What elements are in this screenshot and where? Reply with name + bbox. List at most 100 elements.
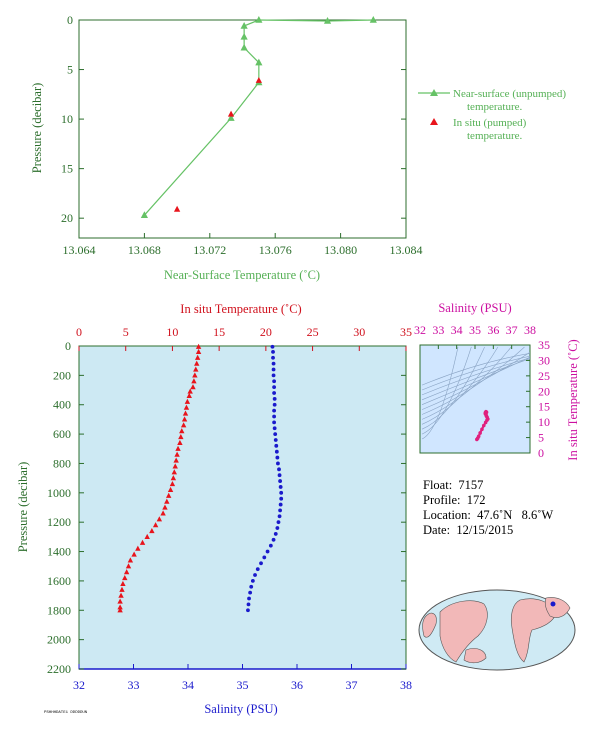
temperature-point — [144, 533, 150, 539]
unpumped-temperature-point — [240, 43, 248, 51]
salinity-point — [273, 432, 278, 436]
ts-temperature-tick-label: 15 — [538, 400, 550, 414]
temp-tick-label: 30 — [353, 325, 365, 339]
legend-pumped-marker — [430, 118, 438, 125]
ts-temperature-tick-label: 30 — [538, 353, 550, 367]
temperature-point — [179, 428, 185, 434]
ts-salinity-tick-label: 35 — [469, 323, 481, 337]
temperature-point — [194, 360, 200, 366]
density-contour — [421, 355, 530, 391]
salinity-point — [277, 467, 281, 472]
salinity-point — [272, 379, 277, 384]
temperature-point — [191, 378, 197, 384]
top-x-tick-label: 13.072 — [193, 243, 226, 257]
salinity-point — [273, 532, 278, 536]
temperature-point — [173, 457, 179, 463]
ts-temperature-tick-label: 20 — [538, 384, 550, 398]
ts-point — [482, 423, 486, 428]
salinity-point — [278, 502, 283, 507]
salinity-point — [271, 537, 276, 542]
main-temp-ticks: 0 5 10 15 20 25 30 35 — [76, 325, 412, 351]
temperature-point — [187, 388, 193, 394]
salinity-point — [253, 573, 257, 577]
pressure-tick-label: 1000 — [47, 486, 71, 500]
pressure-tick-label: 600 — [53, 427, 71, 441]
pumped-temperature-point — [227, 110, 235, 117]
salinity-point — [275, 455, 280, 460]
pressure-tick-label: 0 — [65, 339, 71, 353]
top-x-tick-label: 13.084 — [390, 243, 423, 257]
salinity-point — [272, 402, 277, 407]
temperature-point — [195, 343, 202, 349]
temperature-point — [181, 416, 188, 422]
temperature-point — [195, 348, 202, 354]
salinity-point — [270, 344, 275, 349]
temp-tick-label: 25 — [307, 325, 319, 339]
pressure-tick-label: 200 — [53, 368, 71, 382]
temperature-point — [164, 498, 170, 504]
ts-salinity-ticks: 32 33 34 35 36 37 38 — [414, 323, 536, 349]
main-panel: In situ Temperature (˚C) 0 5 10 15 20 25 30 35 … — [16, 302, 412, 716]
pressure-tick-label: 1400 — [47, 545, 71, 559]
temperature-point — [177, 439, 183, 445]
ts-salinity-tick-label: 38 — [524, 323, 536, 337]
salinity-point — [277, 473, 282, 478]
unpumped-temperature-point — [323, 16, 332, 24]
unpumped-temperature-point — [240, 32, 248, 40]
temperature-point — [119, 586, 125, 592]
main-plot-frame — [78, 345, 407, 670]
ts-point — [476, 434, 481, 439]
top-y-tick-label: 0 — [67, 13, 73, 27]
pumped-temperature-point — [173, 205, 181, 212]
salinity-point — [262, 555, 267, 560]
temperature-point — [170, 475, 177, 481]
map-float-location-marker — [550, 601, 556, 607]
salinity-tick-label: 36 — [291, 678, 303, 692]
temperature-point — [135, 545, 141, 551]
salinity-point — [277, 514, 282, 519]
map-landmass-asia — [439, 600, 488, 663]
ts-temperature-tick-label: 10 — [538, 415, 550, 429]
top-panel: 13.064 13.068 13.072 13.076 13.080 13.084 0 5 1… — [30, 13, 566, 282]
salinity-point — [272, 385, 277, 390]
temperature-profile — [117, 343, 202, 613]
temperature-point — [184, 398, 191, 404]
ts-point — [478, 431, 482, 435]
top-x-tick-label: 13.064 — [63, 243, 96, 257]
ts-temperature-tick-label: 25 — [538, 369, 550, 383]
top-y-tick-label: 10 — [61, 112, 73, 126]
top-y-ticks: 0 5 10 15 20 — [61, 13, 406, 225]
pressure-tick-label: 2200 — [47, 662, 71, 676]
ts-salinity-tick-label: 32 — [414, 323, 426, 337]
top-y-tick-label: 20 — [61, 211, 73, 225]
top-x-tick-label: 13.076 — [259, 243, 292, 257]
ts-top-axis-label: Salinity (PSU) — [438, 301, 511, 315]
profile-date: Date: 12/15/2015 — [423, 523, 514, 537]
ts-salinity-tick-label: 36 — [487, 323, 499, 337]
legend-unpumped-label-2: temperature. — [467, 101, 523, 113]
ts-point — [484, 410, 489, 415]
salinity-point — [250, 579, 255, 583]
ts-temperature-tick-label: 35 — [538, 338, 550, 352]
salinity-point — [278, 508, 283, 513]
temperature-point — [152, 522, 159, 528]
top-x-ticks: 13.064 13.068 13.072 13.076 13.080 13.084 — [63, 233, 423, 257]
salinity-point — [248, 590, 253, 595]
density-contour — [421, 357, 530, 396]
top-x-tick-label: 13.080 — [324, 243, 357, 257]
temperature-point — [192, 372, 198, 378]
main-x-axis-label: Salinity (PSU) — [204, 702, 277, 716]
temperature-point — [180, 422, 187, 428]
salinity-point — [276, 520, 281, 525]
temperature-point — [160, 510, 166, 516]
temp-tick-label: 35 — [400, 325, 412, 339]
salinity-point — [249, 584, 254, 589]
temperature-point — [139, 539, 146, 545]
pressure-tick-label: 2000 — [47, 633, 71, 647]
salinity-point — [272, 396, 277, 401]
float-location: Location: 47.6˚N 8.6˚W — [423, 508, 554, 522]
unpumped-temperature-point — [227, 114, 235, 121]
pressure-tick-label: 1600 — [47, 574, 71, 588]
